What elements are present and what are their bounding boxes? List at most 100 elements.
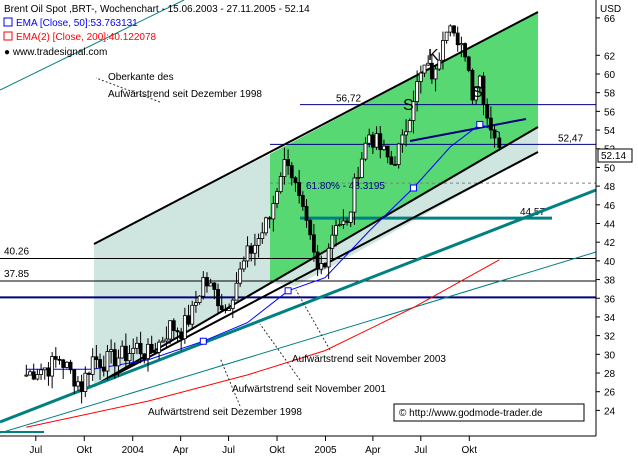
candle-body	[79, 381, 84, 392]
candle-body	[168, 320, 173, 340]
candle-body	[418, 72, 423, 82]
candle-body	[271, 203, 276, 220]
candle-body	[135, 342, 139, 349]
candle-body	[308, 219, 313, 236]
y-tick-label: 48	[604, 182, 616, 193]
tradesignal-url: ● www.tradesignal.com	[4, 47, 107, 58]
candle-body	[359, 158, 364, 178]
candle-body	[205, 277, 209, 287]
candle-body	[190, 304, 195, 325]
ema200-line	[26, 259, 500, 428]
candle-body	[356, 177, 361, 179]
candle-body	[201, 277, 206, 297]
y-tick-label: 46	[604, 201, 616, 212]
y-tick-label: 58	[604, 89, 616, 100]
candle-body	[348, 211, 353, 223]
candle-body	[241, 260, 246, 270]
candle-body	[477, 75, 482, 89]
candle-body	[57, 358, 62, 361]
candle-body	[83, 372, 88, 392]
level-label: 44,57	[520, 207, 545, 218]
level-label: 61.80% - 48.3195	[306, 181, 385, 192]
y-tick-label: 54	[604, 126, 616, 137]
trend-support-thin-2	[0, 0, 185, 91]
candle-body	[223, 309, 228, 311]
candle-body	[326, 247, 331, 268]
candle-body	[481, 75, 486, 105]
candle-body	[24, 374, 29, 377]
candle-body	[212, 282, 217, 290]
candle-body	[182, 315, 187, 340]
candle-body	[50, 356, 55, 377]
candle-body	[330, 234, 335, 249]
candle-body	[219, 305, 224, 310]
candle-body	[31, 371, 36, 380]
candle-body	[297, 182, 302, 196]
y-tick-label: 30	[604, 350, 616, 361]
candle-body	[105, 351, 110, 372]
candle-body	[227, 308, 231, 311]
x-tick-label: Okt	[76, 445, 92, 456]
candle-body	[319, 263, 324, 270]
candle-body	[385, 145, 390, 158]
ema50-marker	[476, 120, 484, 128]
neckline	[409, 118, 527, 142]
candle-body	[433, 68, 438, 80]
annotation-pointer-4	[219, 357, 241, 407]
level-label: 56,72	[336, 94, 361, 105]
y-tick-label: 24	[604, 406, 616, 417]
y-tick-label: 42	[604, 238, 616, 249]
y-tick-label: 32	[604, 332, 616, 343]
candle-body	[393, 163, 397, 166]
y-tick-label: 38	[604, 276, 616, 287]
candle-body	[146, 343, 150, 360]
copyright-text: © http://www.godmode-trader.de	[399, 408, 543, 419]
candle-body	[72, 369, 77, 387]
candle-body	[87, 372, 91, 375]
y-tick-label: 34	[604, 313, 616, 324]
x-tick-label: Okt	[269, 445, 285, 456]
candle-body	[400, 134, 405, 145]
candle-body	[470, 69, 475, 101]
x-tick-label: Okt	[461, 445, 477, 456]
candle-body	[123, 345, 128, 362]
ema50-marker	[284, 287, 292, 295]
candle-body	[253, 244, 257, 254]
candle-body	[98, 359, 102, 368]
candle-body	[374, 133, 379, 148]
candle-body	[171, 320, 176, 331]
ema50-legend-label: EMA [Close, 50]:53.763131	[16, 18, 138, 29]
candle-body	[64, 361, 69, 368]
x-tick-label: Jul	[222, 445, 235, 456]
candle-body	[76, 381, 80, 387]
candle-body	[260, 232, 265, 239]
candle-body	[448, 25, 453, 33]
annotation-trend-nov2003: Aufwärtstrend seit November 2003	[292, 354, 446, 365]
candle-body	[441, 40, 445, 61]
y-axis-unit: USD	[600, 4, 621, 15]
candle-body	[378, 133, 383, 151]
candle-body	[341, 220, 346, 225]
level-label: 37.85	[4, 269, 29, 280]
y-tick-label: 50	[604, 163, 616, 174]
candle-body	[127, 353, 132, 362]
candle-body	[415, 81, 420, 103]
candle-body	[90, 356, 95, 375]
candle-body	[463, 43, 467, 58]
y-tick-label: 40	[604, 257, 616, 268]
x-tick-label: Jul	[29, 445, 42, 456]
candle-body	[367, 134, 372, 144]
candle-body	[120, 345, 125, 359]
pattern-label-left-shoulder: S	[403, 97, 414, 114]
x-tick-label: 2005	[314, 445, 337, 456]
candle-body	[389, 156, 394, 165]
candle-body	[131, 347, 136, 354]
candle-body	[407, 120, 412, 133]
chart-title: Brent Oil Spot ,BRT-, Wochenchart - 15.0…	[4, 4, 310, 15]
level-label: 52,47	[558, 133, 583, 144]
candle-body	[267, 217, 272, 220]
y-tick-label: 56	[604, 107, 616, 118]
candle-body	[179, 331, 184, 340]
candle-body	[101, 366, 106, 372]
